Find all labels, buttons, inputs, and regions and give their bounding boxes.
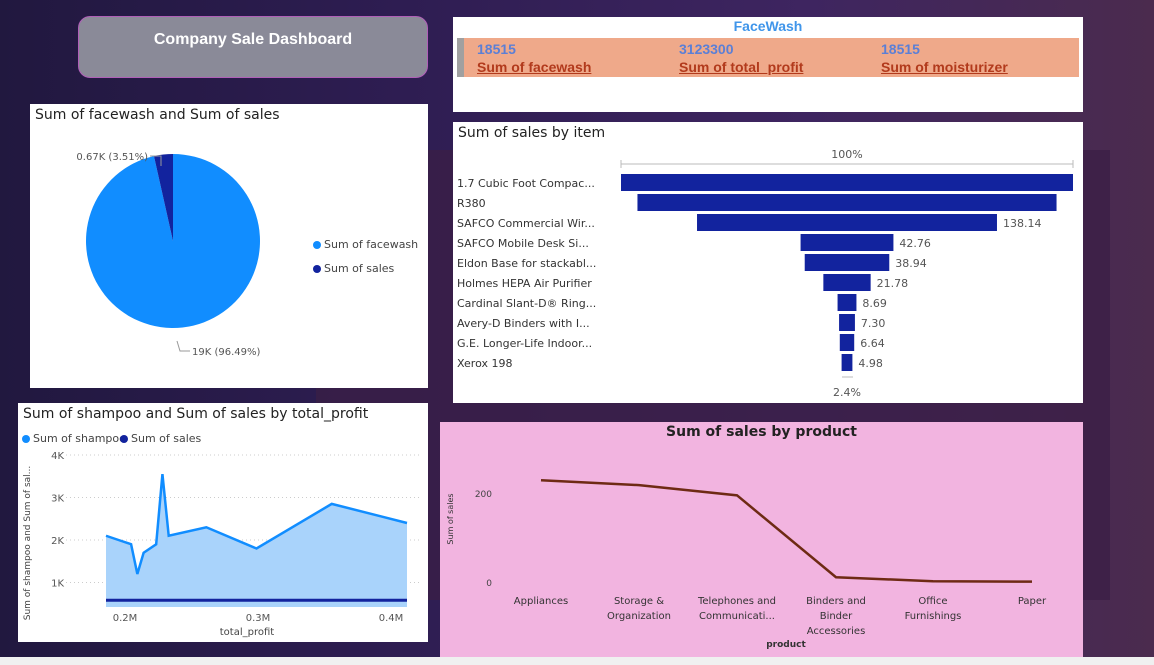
kpi-card-moisturizer[interactable]: 18515 Sum of moisturizer [881, 40, 1008, 76]
pie-chart: 0.67K (3.51%) 19K (96.49%) [76, 152, 260, 358]
funnel-bottom-label: 2.4% [833, 386, 861, 399]
kpi-card-total-profit[interactable]: 3123300 Sum of total_profit [679, 40, 803, 76]
funnel-top-label: 100% [831, 148, 862, 161]
funnel-value-label: 4.98 [858, 357, 883, 370]
kpi-value: 18515 [477, 41, 516, 57]
legend-label: Sum of sales [131, 432, 202, 445]
pie-leader-line [176, 340, 190, 352]
funnel-value-label: 42.76 [899, 237, 931, 250]
y-tick-label: 4K [51, 451, 64, 462]
area-chart-title: Sum of shampoo and Sum of sales by total… [23, 406, 369, 422]
funnel-value-label: 8.69 [862, 297, 887, 310]
legend-label: Sum of sales [324, 262, 395, 275]
funnel-bar[interactable] [804, 254, 890, 271]
kpi-label: Sum of facewash [477, 59, 592, 75]
funnel-bar[interactable] [697, 214, 997, 231]
x-axis-label: total_profit [220, 627, 275, 638]
funnel-chart: 100% 2.4% 1.7 Cubic Foot Compac... R380 SA… [457, 148, 1074, 399]
legend-item-facewash[interactable]: Sum of facewash [313, 238, 418, 251]
x-axis-label: product [766, 640, 806, 650]
x-tick-label: Communicati... [699, 611, 775, 622]
funnel-category-label: Avery-D Binders with I... [457, 317, 590, 330]
funnel-value-label: 7.30 [861, 317, 886, 330]
funnel-bar[interactable] [823, 274, 871, 291]
funnel-bar[interactable] [637, 194, 1057, 211]
pie-slice-sales[interactable] [153, 154, 173, 241]
kpi-label: Sum of moisturizer [881, 59, 1008, 75]
funnel-category-label: 1.7 Cubic Foot Compac... [457, 177, 595, 190]
legend-label: Sum of shampoo [33, 432, 126, 445]
funnel-bar[interactable] [839, 314, 855, 331]
funnel-value-label: 38.94 [895, 257, 927, 270]
bottom-strip [0, 657, 1154, 665]
x-tick-label: Storage & [614, 596, 664, 607]
funnel-category-label: Cardinal Slant-D® Ring... [457, 297, 596, 310]
series-line-shampoo[interactable] [105, 473, 408, 575]
kpi-card-facewash[interactable]: 18515 Sum of facewash [477, 40, 591, 76]
x-tick-label: Furnishings [905, 611, 962, 622]
dashboard-title-card: Company Sale Dashboard [78, 16, 428, 78]
funnel-category-label: R380 [457, 197, 486, 210]
y-axis-label: Sum of shampoo and Sum of sal... [23, 466, 33, 621]
area-chart: 1K 2K 3K 4K 0.2M 0.3M 0.4M total_profit Sum of… [23, 451, 420, 638]
y-tick-label: 200 [475, 490, 492, 500]
funnel-bar[interactable] [839, 334, 855, 351]
x-tick-label: Accessories [807, 626, 866, 637]
pie-chart-title: Sum of facewash and Sum of sales [35, 107, 280, 123]
y-axis-label: Sum of sales [446, 493, 455, 544]
pie-leader-line [150, 155, 162, 166]
funnel-chart-panel[interactable]: Sum of sales by item 100% 2.4% 1.7 Cubic… [453, 122, 1083, 403]
kpi-panel: FaceWash 18515 Sum of facewash 3123300 S… [453, 17, 1083, 112]
x-tick-label: Organization [607, 611, 671, 622]
legend-item-sales[interactable]: Sum of sales [120, 432, 201, 445]
line-chart-title: Sum of sales by product [666, 424, 857, 440]
x-tick-label: Telephones and [697, 596, 776, 607]
funnel-category-label: SAFCO Commercial Wir... [457, 217, 595, 230]
funnel-category-label: Holmes HEPA Air Purifier [457, 277, 592, 290]
funnel-value-label: 6.64 [860, 337, 885, 350]
kpi-value: 18515 [881, 41, 920, 57]
y-tick-label: 2K [51, 536, 64, 547]
area-fill-shampoo [106, 474, 407, 607]
funnel-chart-title: Sum of sales by item [458, 125, 606, 141]
x-tick-label: 0.4M [379, 613, 404, 624]
line-chart-panel[interactable]: Sum of sales by product 0 200 Appliances S… [440, 422, 1083, 657]
pie-data-label: 19K (96.49%) [192, 347, 260, 358]
x-tick-label: 0.3M [246, 613, 271, 624]
kpi-header: FaceWash [733, 18, 803, 34]
x-tick-label: Binder [820, 611, 853, 622]
x-tick-label: Binders and [806, 596, 866, 607]
pie-chart-panel[interactable]: Sum of facewash and Sum of sales 0.67K (… [30, 104, 428, 388]
funnel-bar[interactable] [841, 354, 853, 371]
kpi-band: 18515 Sum of facewash 3123300 Sum of tot… [457, 38, 1079, 77]
kpi-label: Sum of total_profit [679, 59, 804, 75]
legend-item-sales[interactable]: Sum of sales [313, 262, 394, 275]
funnel-bar[interactable] [800, 234, 894, 251]
kpi-value: 3123300 [679, 41, 734, 57]
legend-label: Sum of facewash [324, 238, 419, 251]
line-chart: 0 200 Appliances Storage & Organization Tele… [446, 478, 1047, 650]
dashboard-title: Company Sale Dashboard [153, 31, 353, 48]
legend-item-shampoo[interactable]: Sum of shampoo [22, 432, 126, 445]
x-tick-label: Paper [1018, 596, 1047, 607]
y-tick-label: 0 [486, 579, 492, 589]
series-line-sales[interactable] [540, 478, 1033, 583]
funnel-category-label: Eldon Base for stackabl... [457, 257, 596, 270]
funnel-value-label: 21.78 [877, 277, 909, 290]
x-tick-label: 0.2M [113, 613, 138, 624]
x-tick-label: Office [918, 596, 947, 607]
pie-data-label: 0.67K (3.51%) [76, 152, 148, 163]
funnel-bar[interactable] [837, 294, 857, 311]
y-tick-label: 3K [51, 494, 64, 505]
area-chart-panel[interactable]: Sum of shampoo and Sum of sales by total… [18, 403, 428, 642]
funnel-category-label: SAFCO Mobile Desk Si... [457, 237, 589, 250]
funnel-category-label: G.E. Longer-Life Indoor... [457, 337, 592, 350]
funnel-category-label: Xerox 198 [457, 357, 512, 370]
funnel-bar[interactable] [621, 174, 1073, 191]
y-tick-label: 1K [51, 579, 64, 590]
x-tick-label: Appliances [514, 596, 568, 607]
funnel-value-label: 138.14 [1003, 217, 1041, 230]
